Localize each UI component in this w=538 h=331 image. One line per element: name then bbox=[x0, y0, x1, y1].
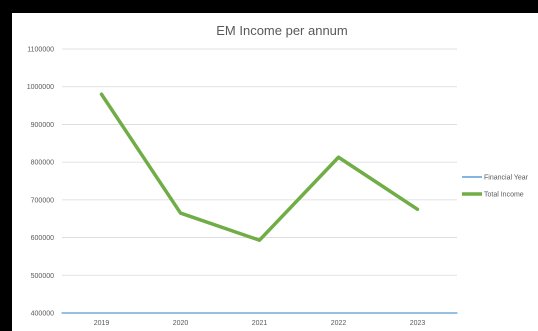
x-tick-label: 2022 bbox=[331, 320, 347, 327]
y-tick-label: 500000 bbox=[31, 273, 54, 280]
y-tick-label: 1100000 bbox=[27, 47, 54, 54]
series-line-total-income bbox=[99, 92, 420, 242]
chart-frame: EM Income per annum 1100000 1000000 900000… bbox=[12, 13, 538, 331]
x-tick-label: 2021 bbox=[252, 320, 268, 327]
y-tick-label: 1000000 bbox=[27, 84, 54, 91]
y-tick-label: 700000 bbox=[31, 197, 54, 204]
x-tick-label: 2019 bbox=[94, 320, 110, 327]
y-tick-label: 400000 bbox=[31, 311, 54, 318]
legend-label: Financial Year bbox=[484, 175, 529, 182]
y-tick-label: 600000 bbox=[31, 235, 54, 242]
legend-label: Total Income bbox=[484, 192, 524, 199]
x-tick-label: 2023 bbox=[410, 320, 426, 327]
y-tick-label: 800000 bbox=[31, 160, 54, 167]
chart-title: EM Income per annum bbox=[216, 23, 348, 38]
x-tick-label: 2020 bbox=[173, 320, 189, 327]
line-chart: EM Income per annum 1100000 1000000 900000… bbox=[27, 23, 529, 327]
y-tick-label: 900000 bbox=[31, 122, 54, 129]
